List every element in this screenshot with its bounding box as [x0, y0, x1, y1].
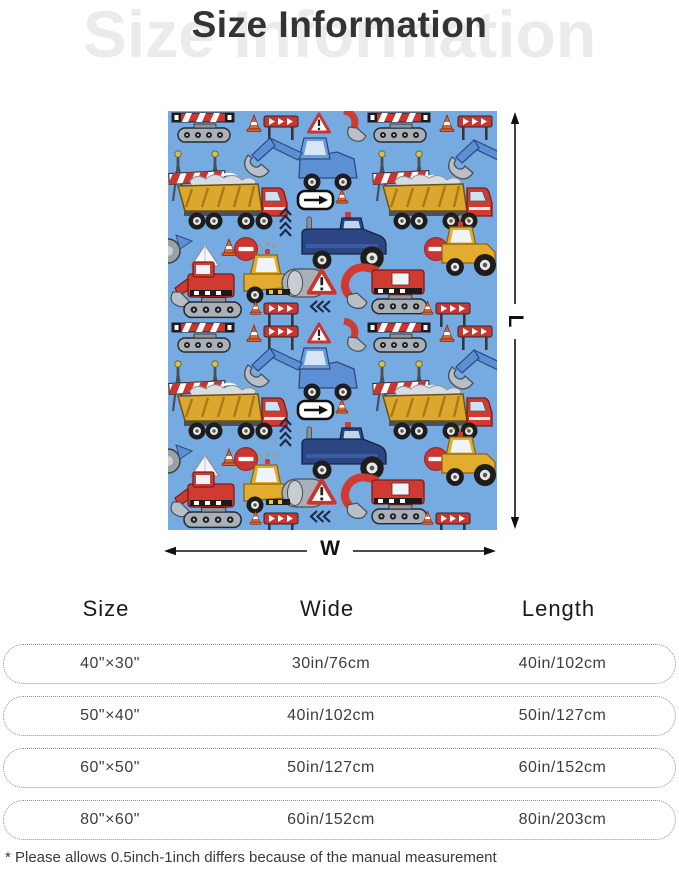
length-label: L: [501, 310, 529, 332]
column-header-length: Length: [521, 596, 596, 621]
cell-wide: 60in/152cm: [287, 811, 375, 828]
measurement-footnote: * Please allows 0.5inch-1inch differs be…: [5, 849, 497, 866]
size-table-header: Size Wide Length: [0, 596, 679, 622]
blanket-pattern-image: [168, 111, 497, 530]
title-block: Size Information Size Information: [0, 0, 679, 84]
width-arrow-line-icon: [164, 546, 496, 556]
cell-size: 60"×50": [80, 759, 140, 776]
width-arrow: W: [163, 537, 497, 562]
cell-length: 50in/127cm: [518, 707, 607, 724]
cell-length: 40in/102cm: [518, 655, 607, 672]
width-label: W: [310, 537, 350, 561]
cell-size: 80"×60": [80, 811, 140, 828]
table-row: 40"×30" 30in/76cm 40in/102cm: [3, 644, 676, 684]
table-row: 60"×50" 50in/127cm 60in/152cm: [3, 748, 676, 788]
page-title: Size Information: [191, 4, 488, 45]
cell-wide: 40in/102cm: [287, 707, 375, 724]
length-arrow-line-icon: [510, 112, 520, 529]
cell-wide: 30in/76cm: [291, 655, 371, 672]
construction-pattern-svg: [168, 111, 497, 530]
table-row: 50"×40" 40in/102cm 50in/127cm: [3, 696, 676, 736]
cell-size: 40"×30": [80, 655, 140, 672]
table-row: 80"×60" 60in/152cm 80in/203cm: [3, 800, 676, 840]
size-table: Size Wide Length 40"×30" 30in/76cm 40in/…: [0, 596, 679, 852]
length-arrow: L: [501, 111, 529, 530]
column-header-wide: Wide: [299, 596, 355, 621]
column-header-size: Size: [82, 596, 130, 621]
title-watermark: Size Information: [82, 0, 597, 71]
cell-length: 80in/203cm: [518, 811, 607, 828]
cell-size: 50"×40": [80, 707, 140, 724]
cell-wide: 50in/127cm: [287, 759, 375, 776]
cell-length: 60in/152cm: [518, 759, 607, 776]
